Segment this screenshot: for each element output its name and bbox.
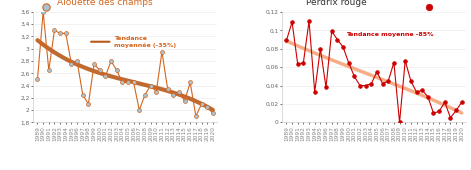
Point [73,60,81,62]
Point [34,78,41,81]
Point [102,75,109,78]
Point [305,20,313,22]
Point [198,103,205,105]
Point [170,94,177,96]
Point [362,84,369,87]
Point [333,38,341,41]
Point [181,100,188,102]
Point [317,47,324,50]
Point [390,61,398,64]
Point [418,89,426,91]
Point [367,82,375,85]
Point [124,81,132,84]
Point [288,21,296,23]
Point [175,90,183,93]
Point [441,101,448,104]
Point [96,69,104,72]
Point [356,84,364,87]
Point [384,80,392,82]
Point [203,106,211,108]
Point [79,94,87,96]
Point [435,110,443,113]
Point [458,101,465,104]
Point [328,30,335,33]
Point [40,11,47,13]
Point [311,91,318,93]
Point [401,59,409,62]
Point [339,46,347,48]
Point [430,112,437,115]
Point [373,70,381,73]
Point [294,63,301,66]
Point [68,63,75,65]
Point [413,91,420,93]
Point [322,86,330,89]
Point [192,115,200,118]
Point [209,112,217,115]
Text: Perdrix rouge: Perdrix rouge [306,0,366,7]
Point [90,63,98,65]
Point [379,82,386,85]
Point [147,84,154,87]
Point [407,80,414,82]
Point [130,81,138,84]
Point [164,87,171,90]
Point [153,90,160,93]
Point [57,32,64,35]
Point [107,60,115,62]
Point [187,81,194,84]
Point [119,81,126,84]
Point [447,116,454,119]
Point [62,32,70,35]
Point [300,61,307,64]
Point [350,75,358,78]
Text: Tendance
moyennée (-35%): Tendance moyennée (-35%) [114,36,176,48]
Point [396,121,403,124]
Point [85,103,92,105]
Text: Tendance moyenne -85%: Tendance moyenne -85% [347,32,434,37]
Point [283,39,290,42]
Point [345,61,352,64]
Point [452,109,460,112]
Point [424,95,431,98]
Point [113,69,121,72]
Point [158,50,166,53]
Point [51,29,58,32]
Point [141,94,149,96]
Point [45,69,53,72]
Text: Alouette des champs: Alouette des champs [57,0,153,7]
Point [136,109,143,112]
